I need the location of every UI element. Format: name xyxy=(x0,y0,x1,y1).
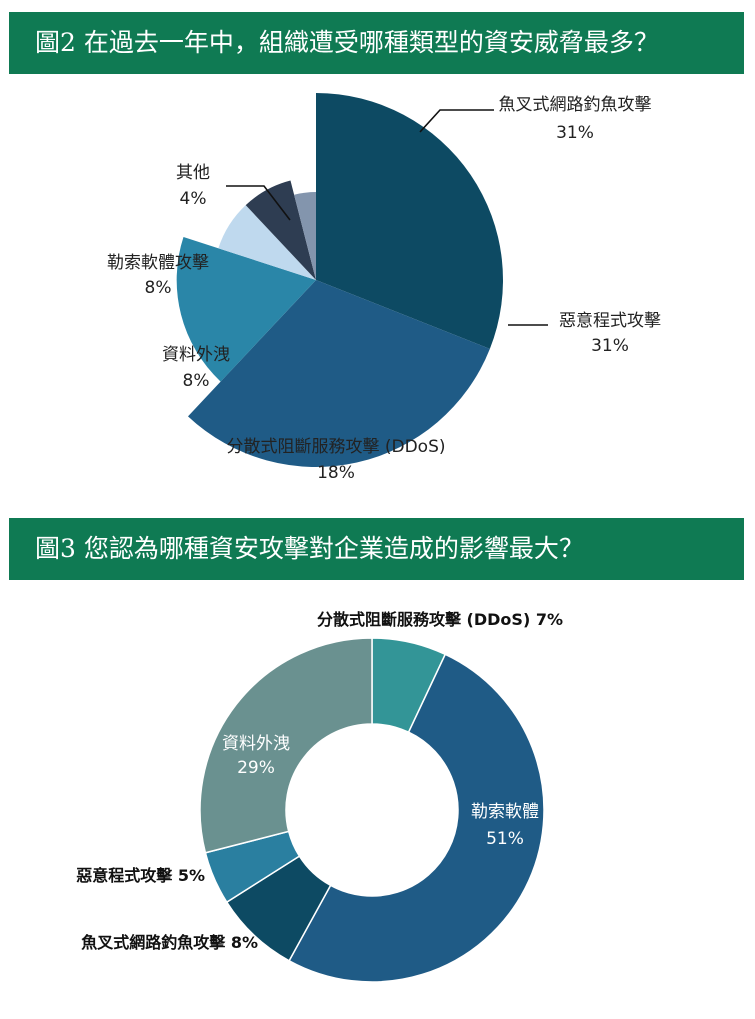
leader-line xyxy=(226,185,291,221)
donut-segment xyxy=(288,653,545,983)
slice-value-label: 31% xyxy=(591,336,629,356)
slice-value-label: 8% xyxy=(145,278,172,298)
slice-category-label: 其他 xyxy=(176,163,210,183)
pie-slice xyxy=(245,180,316,280)
slice-category-label: 勒索軟體攻擊 xyxy=(107,253,209,273)
pie-slice xyxy=(316,93,503,349)
segment-value-label: 51% xyxy=(486,829,524,849)
segment-category-label: 惡意程式攻擊 xyxy=(76,866,178,885)
slice-category-label: 資料外洩 xyxy=(162,345,230,365)
segment-label: 惡意程式攻擊 5% xyxy=(76,866,205,885)
slice-value-label: 31% xyxy=(556,123,594,143)
donut-segment xyxy=(199,637,373,854)
segment-value-label: 8% xyxy=(231,933,258,952)
slice-category-label: 惡意程式攻擊 xyxy=(559,311,661,331)
pie-slice xyxy=(176,236,316,382)
segment-category-label: 資料外洩 xyxy=(222,734,290,754)
segment-value-label: 5% xyxy=(178,866,205,885)
slice-value-label: 18% xyxy=(317,463,355,483)
segment-category-label: 勒索軟體 xyxy=(471,802,539,822)
pie-slice xyxy=(294,192,316,280)
figure2-title-banner: 圖2 在過去一年中，組織遭受哪種類型的資安威脅最多？ xyxy=(9,12,744,74)
slice-category-label: 魚叉式網路釣魚攻擊 xyxy=(499,95,652,115)
segment-category-label: 魚叉式網路釣魚攻擊 xyxy=(81,933,231,952)
figure2-polar-pie-chart: 魚叉式網路釣魚攻擊 31% 惡意程式攻擊 31% 分散式阻斷服務攻擊 (DDoS) 18%… xyxy=(107,93,661,483)
segment-label: 分散式阻斷服務攻擊 (DDoS) 7% xyxy=(317,610,563,629)
figure3-donut-chart: 分散式阻斷服務攻擊 (DDoS) 7% 勒索軟體 51% 魚叉式網路釣魚攻擊 8% 惡意… xyxy=(76,610,563,983)
segment-value-label: 29% xyxy=(237,758,275,778)
slice-category-label: 分散式阻斷服務攻擊 (DDoS) xyxy=(226,437,445,457)
slice-value-label: 8% xyxy=(183,371,210,391)
pie-slice xyxy=(218,205,316,280)
figure3-title-banner: 圖3 您認為哪種資安攻擊對企業造成的影響最大？ xyxy=(9,518,744,580)
segment-value-label: 7% xyxy=(536,610,563,629)
segment-category-label: 分散式阻斷服務攻擊 (DDoS) xyxy=(317,610,536,629)
segment-label: 魚叉式網路釣魚攻擊 8% xyxy=(81,933,258,952)
leader-line xyxy=(419,109,494,133)
pie-slice xyxy=(187,280,490,467)
slice-value-label: 4% xyxy=(180,189,207,209)
